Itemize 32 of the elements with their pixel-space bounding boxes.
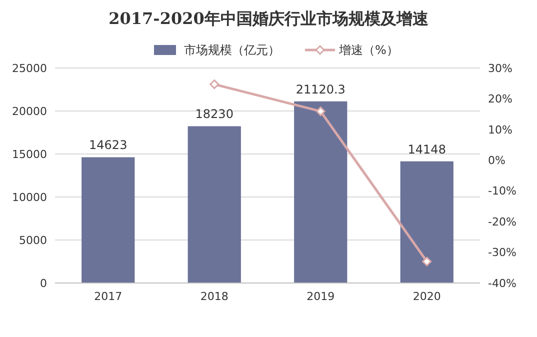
y-tick-label: 15000	[12, 148, 47, 161]
text: 14623	[89, 138, 128, 152]
x-tick-label: 2018	[200, 290, 228, 303]
y2-tick-label: 30%	[488, 62, 512, 75]
legend-label: 增速（%）	[338, 43, 398, 58]
point	[422, 256, 432, 266]
y-tick-label: 10000	[12, 190, 47, 204]
x-tick-label: 2020	[412, 290, 441, 303]
y2-tick-label: 10%	[488, 123, 512, 136]
y-tick-label: 5000	[19, 234, 47, 247]
text: 14148	[408, 142, 446, 156]
bar	[400, 161, 454, 283]
point	[210, 80, 220, 90]
x-tick-label: 2019	[306, 290, 335, 303]
y-tick-label: 0	[40, 276, 47, 290]
y2-tick-label: -20%	[488, 215, 516, 228]
point	[316, 106, 326, 116]
y2-tick-label: 20%	[488, 92, 512, 106]
text: 18230	[195, 107, 234, 122]
y2-tick-label: 0%	[488, 154, 506, 167]
x-tick-label: 2017	[94, 290, 122, 303]
y2-tick-label: -10%	[488, 184, 516, 198]
chart-title: 2017-2020年中国婚庆行业市场规模及增速	[108, 9, 430, 28]
y-tick-label: 20000	[12, 104, 47, 118]
y-tick-label: 25000	[12, 62, 47, 75]
bar	[294, 101, 348, 283]
bar	[82, 157, 135, 283]
text: 21120.3	[296, 82, 346, 96]
legend-label: 市场规模（亿元）	[184, 43, 280, 58]
y2-tick-label: -30%	[488, 246, 516, 260]
y2-tick-label: -40%	[488, 276, 516, 290]
bar	[188, 126, 241, 283]
